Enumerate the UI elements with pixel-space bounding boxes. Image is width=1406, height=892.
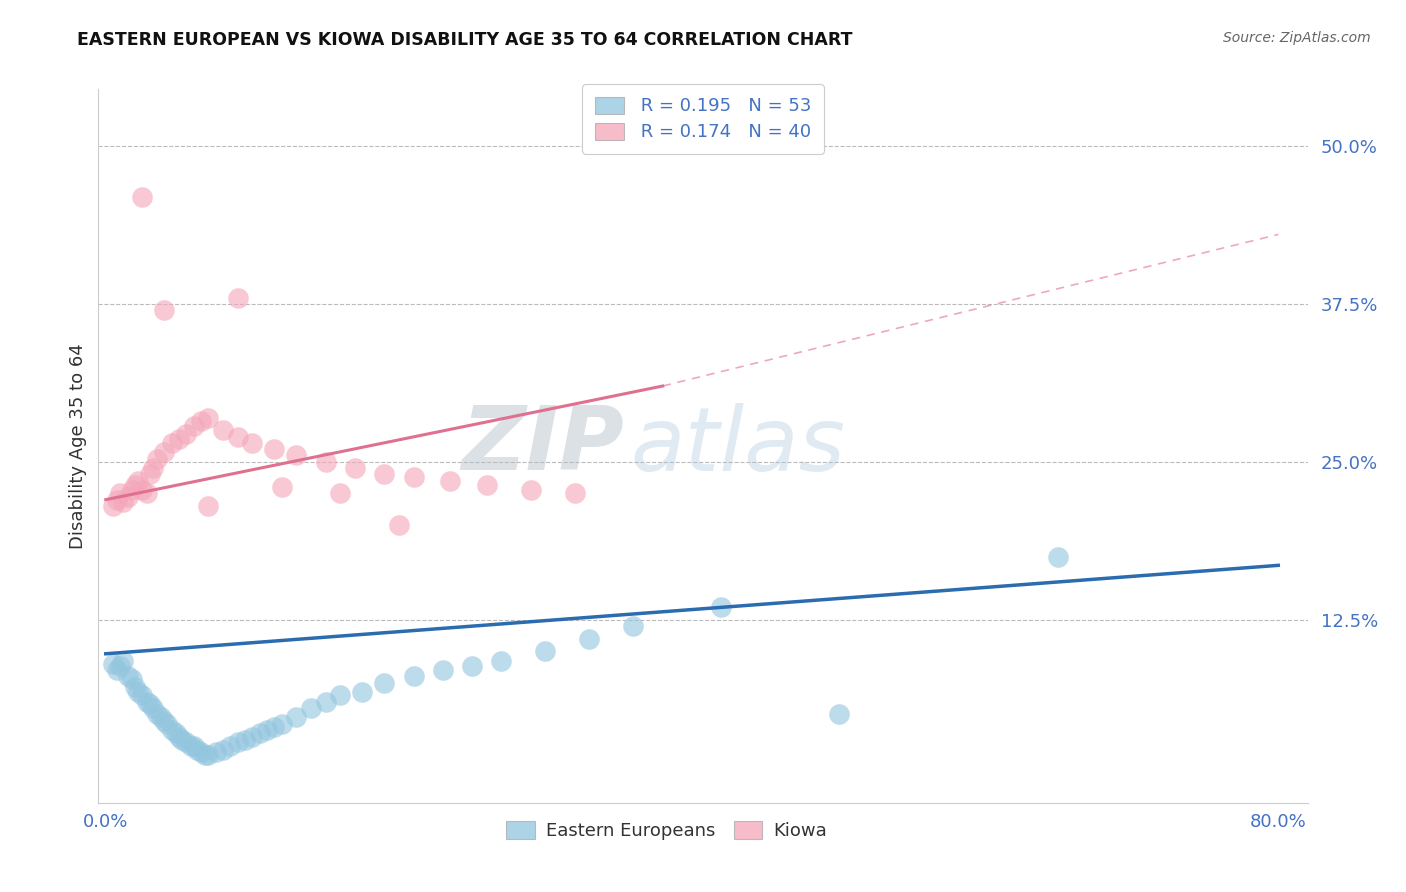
Point: [167, 432, 190, 446]
Point: [212, 743, 235, 757]
Point: [160, 723, 183, 737]
Point: [240, 730, 263, 744]
Point: [124, 477, 146, 491]
Point: [135, 695, 157, 709]
Point: [186, 743, 208, 757]
Point: [1047, 549, 1070, 564]
Text: EASTERN EUROPEAN VS KIOWA DISABILITY AGE 35 TO 64 CORRELATION CHART: EASTERN EUROPEAN VS KIOWA DISABILITY AGE…: [77, 31, 853, 49]
Point: [107, 492, 129, 507]
Point: [204, 745, 226, 759]
Point: [110, 486, 132, 500]
Point: [233, 732, 256, 747]
Text: Source: ZipAtlas.com: Source: ZipAtlas.com: [1223, 31, 1371, 45]
Point: [142, 701, 165, 715]
Point: [329, 486, 352, 500]
Point: [219, 739, 242, 753]
Point: [183, 419, 205, 434]
Point: [256, 723, 278, 737]
Point: [183, 739, 205, 753]
Point: [263, 442, 285, 457]
Point: [167, 730, 190, 744]
Point: [710, 600, 733, 615]
Point: [153, 714, 176, 728]
Point: [131, 689, 153, 703]
Point: [160, 435, 183, 450]
Point: [135, 486, 157, 500]
Point: [343, 461, 366, 475]
Point: [270, 717, 292, 731]
Point: [240, 435, 263, 450]
Point: [226, 735, 249, 749]
Point: [190, 414, 212, 428]
Point: [107, 663, 129, 677]
Point: [165, 726, 187, 740]
Point: [117, 490, 139, 504]
Point: [194, 747, 217, 762]
Point: [138, 698, 160, 712]
Point: [578, 632, 600, 646]
Point: [180, 739, 202, 753]
Point: [402, 669, 425, 683]
Point: [491, 654, 513, 668]
Point: [249, 726, 271, 740]
Point: [121, 483, 143, 497]
Point: [388, 517, 411, 532]
Point: [138, 467, 160, 482]
Point: [170, 732, 193, 747]
Point: [153, 303, 176, 318]
Point: [190, 745, 212, 759]
Point: [621, 619, 644, 633]
Point: [112, 495, 135, 509]
Point: [131, 189, 153, 203]
Point: [131, 483, 153, 497]
Point: [146, 452, 169, 467]
Point: [142, 461, 165, 475]
Point: [534, 644, 557, 658]
Legend: Eastern Europeans, Kiowa: Eastern Europeans, Kiowa: [499, 814, 834, 847]
Point: [285, 449, 308, 463]
Point: [127, 684, 149, 698]
Point: [285, 710, 308, 724]
Point: [270, 480, 292, 494]
Point: [263, 720, 285, 734]
Point: [475, 477, 498, 491]
Point: [197, 747, 219, 762]
Point: [112, 654, 135, 668]
Point: [827, 707, 849, 722]
Point: [117, 669, 139, 683]
Point: [110, 659, 132, 673]
Point: [146, 707, 169, 722]
Point: [212, 423, 235, 437]
Point: [439, 474, 461, 488]
Point: [156, 717, 179, 731]
Point: [402, 470, 425, 484]
Y-axis label: Disability Age 35 to 64: Disability Age 35 to 64: [69, 343, 87, 549]
Point: [121, 672, 143, 686]
Point: [520, 483, 543, 497]
Point: [176, 427, 198, 442]
Point: [101, 499, 124, 513]
Point: [127, 474, 149, 488]
Point: [153, 444, 176, 458]
Point: [315, 695, 337, 709]
Point: [299, 701, 322, 715]
Point: [564, 486, 586, 500]
Point: [124, 680, 146, 694]
Point: [226, 291, 249, 305]
Point: [197, 410, 219, 425]
Text: ZIP: ZIP: [461, 402, 624, 490]
Point: [352, 684, 374, 698]
Point: [315, 455, 337, 469]
Point: [461, 659, 484, 673]
Point: [197, 499, 219, 513]
Point: [150, 710, 173, 724]
Point: [373, 675, 395, 690]
Point: [373, 467, 395, 482]
Point: [176, 735, 198, 749]
Text: atlas: atlas: [630, 403, 845, 489]
Point: [101, 657, 124, 671]
Point: [329, 689, 352, 703]
Point: [226, 429, 249, 443]
Point: [432, 663, 454, 677]
